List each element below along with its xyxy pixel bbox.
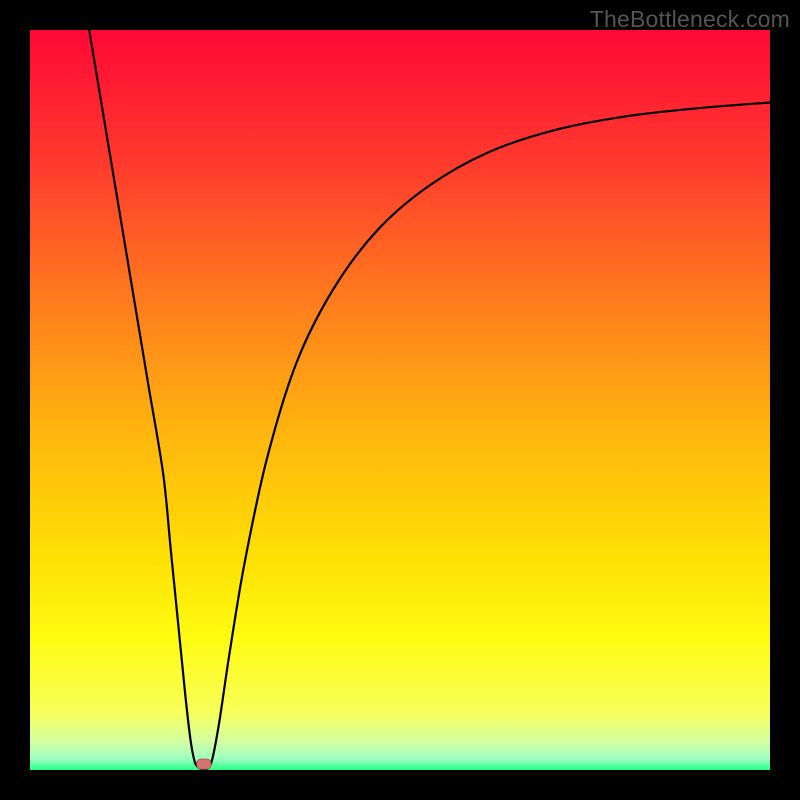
- chart-frame: TheBottleneck.com: [0, 0, 800, 800]
- watermark-text: TheBottleneck.com: [590, 6, 790, 33]
- optimal-point-marker: [197, 759, 211, 769]
- gradient-background: [30, 30, 770, 770]
- plot-area: [30, 30, 770, 770]
- chart-svg: [30, 30, 770, 770]
